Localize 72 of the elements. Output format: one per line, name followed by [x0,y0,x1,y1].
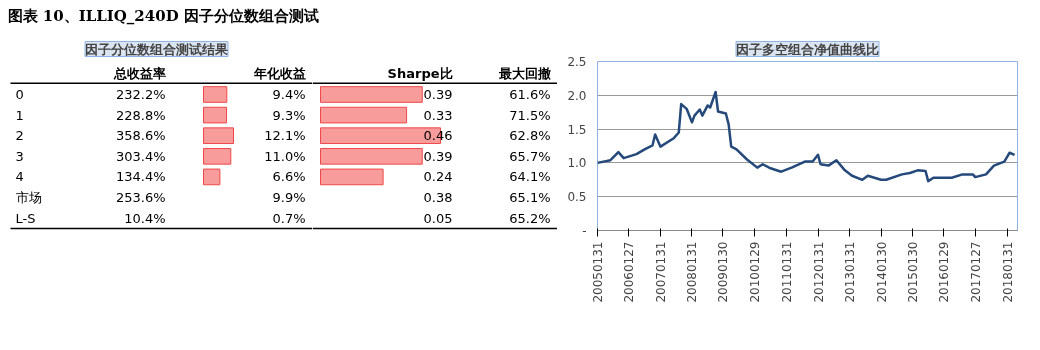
data-label: 9.4% [272,86,306,102]
x-tick-label: 20170127 [968,241,983,303]
y-tick-label: 2.5 [567,55,587,69]
text: 303.4% [115,148,166,164]
chart-subtitle: 因子分位数组合测试结果 [85,41,229,57]
x-tick-label: 20050131 [591,241,605,303]
text: 65.7% [509,148,551,164]
bar [320,86,423,103]
data-label: 0.24 [423,169,453,185]
x-tick-label: 20130131 [843,241,858,303]
y-tick-label: - [582,224,587,238]
text: 最大回撤 [497,66,551,82]
x-tick-label: 20180131 [1000,241,1015,303]
text: 64.1% [509,169,551,185]
data-label: 0.39 [423,148,453,164]
bar [203,168,221,186]
x-tick-label: 20080131 [685,241,700,303]
text: 10.4% [124,210,166,226]
x-tick-label: 20090130 [716,241,731,303]
series-label: Sharpe比 [387,66,453,82]
bar [203,86,228,103]
line-series [597,90,1016,183]
y-tick-label: L-S [15,210,36,226]
y-tick-label: 1 [15,107,24,123]
y-tick-label: 4 [15,169,24,185]
text: 0.7% [272,210,306,226]
data-label: 12.1% [264,128,306,144]
text: 62.8% [509,128,551,144]
y-tick-label: 2 [15,128,24,144]
y-tick-label: 市场 [15,190,42,206]
text: 65.2% [509,210,551,226]
text: 65.1% [509,190,551,206]
text: 358.6% [115,128,166,144]
text: 228.8% [115,107,166,123]
x-tick-label: 20060127 [622,241,637,303]
x-tick-label: 20140130 [874,241,889,303]
x-tick-label: 20070131 [653,241,668,303]
bar [320,168,384,186]
x-tick-label: 20160129 [937,241,952,303]
chart-title: 图表 10、ILLIQ_240D 因子分位数组合测试 [7,6,319,25]
bar [320,147,423,165]
text: 总收益率 [112,66,166,82]
text: 年化收益 [252,66,306,82]
y-tick-label: 2.0 [567,88,587,103]
data-label: 11.0% [264,148,306,164]
x-tick-label: 20120131 [811,241,826,303]
bar [203,147,232,165]
data-label: 9.3% [272,107,306,123]
text: 61.6% [509,86,551,102]
text: 253.6% [115,190,166,206]
chart-title: 因子多空组合净值曲线比 [736,41,879,57]
y-tick-label: 0.5 [567,190,587,205]
data-label: 6.6% [272,169,306,185]
x-tick-label: 20150130 [906,241,920,303]
bar [320,106,408,124]
data-label: 0.39 [423,86,453,102]
text: 0.38 [423,190,453,206]
y-tick-label: 3 [15,148,24,164]
text: 71.5% [509,107,551,123]
text: 9.9% [272,190,306,206]
y-tick-label: 0 [15,86,24,102]
bar [203,127,234,145]
y-tick-label: 1.5 [567,122,587,137]
data-label: 0.33 [423,107,453,123]
bar [203,106,228,124]
text: 0.05 [423,210,453,226]
text: 232.2% [115,86,166,102]
data-label: 0.46 [423,128,453,144]
x-tick-label: 20100129 [748,241,763,303]
y-tick-label: 1.0 [567,156,587,171]
x-tick-label: 20110131 [780,241,795,303]
text: 134.4% [115,169,166,185]
